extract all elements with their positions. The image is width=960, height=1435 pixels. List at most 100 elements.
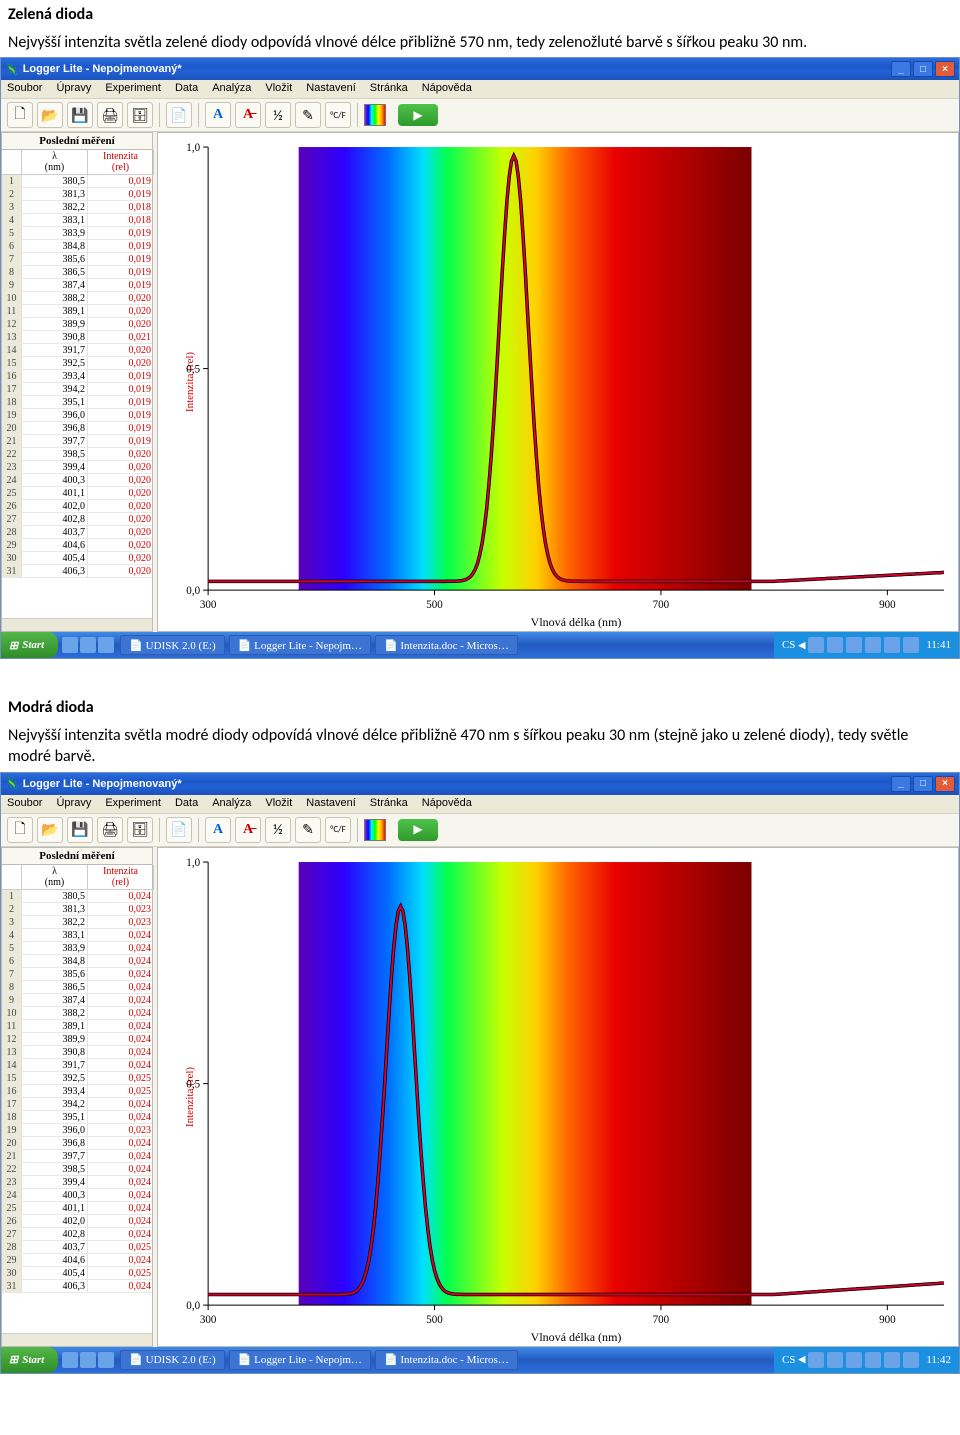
quicklaunch-icon[interactable] xyxy=(98,637,114,653)
section2-desc: Nejvyšší intenzita světla modré diody od… xyxy=(0,721,960,770)
spectrum-icon[interactable] xyxy=(364,819,386,841)
quicklaunch-icon[interactable] xyxy=(80,1352,96,1368)
menu-item[interactable]: Úpravy xyxy=(56,82,91,96)
savecfg-button[interactable]: 🗄 xyxy=(127,817,153,843)
strike-button[interactable]: A̶ xyxy=(235,817,261,843)
menu-item[interactable]: Data xyxy=(175,797,198,811)
play-button[interactable]: ▶ xyxy=(398,104,438,126)
table-row: 28403,70,020 xyxy=(2,526,152,539)
menu-item[interactable]: Úpravy xyxy=(56,797,91,811)
menu-item[interactable]: Data xyxy=(175,82,198,96)
table-row: 4383,10,018 xyxy=(2,214,152,227)
menu-item[interactable]: Experiment xyxy=(105,82,161,96)
quicklaunch-icon[interactable] xyxy=(98,1352,114,1368)
table-row: 9387,40,024 xyxy=(2,994,152,1007)
tray-icon[interactable] xyxy=(846,1352,862,1368)
taskbar: ⊞ Start 📄 UDISK 2.0 (E:)📄 Logger Lite - … xyxy=(1,1347,959,1373)
window-close-button[interactable]: × xyxy=(935,61,955,77)
language-indicator[interactable]: CS xyxy=(782,639,795,651)
tray-icon[interactable] xyxy=(884,1352,900,1368)
menu-item[interactable]: Analýza xyxy=(212,82,251,96)
tray-icon[interactable] xyxy=(808,637,824,653)
page-button[interactable]: 📄 xyxy=(166,102,192,128)
table-row: 10388,20,024 xyxy=(2,1007,152,1020)
new-button[interactable]: 🗋 xyxy=(7,102,33,128)
taskbar-task[interactable]: 📄 Intenzita.doc - Micros… xyxy=(375,1350,518,1370)
menu-item[interactable]: Experiment xyxy=(105,797,161,811)
cf-button[interactable]: °C/F xyxy=(325,102,351,128)
strike-button[interactable]: A̶ xyxy=(235,102,261,128)
menu-item[interactable]: Stránka xyxy=(370,797,408,811)
tray-icon[interactable] xyxy=(903,1352,919,1368)
spectrum-chart-blue: Intenzita (rel) 0,00,51,0300500700900Vln… xyxy=(157,847,959,1347)
table-row: 17394,20,019 xyxy=(2,383,152,396)
tray-icon[interactable] xyxy=(827,637,843,653)
svg-text:900: 900 xyxy=(879,599,896,611)
savecfg-button[interactable]: 🗄 xyxy=(127,102,153,128)
screenshot-green: 🦎 Logger Lite - Nepojmenovaný* _ □ × Sou… xyxy=(0,57,960,659)
menu-item[interactable]: Nápověda xyxy=(422,797,472,811)
tray-icon[interactable] xyxy=(903,637,919,653)
menu-item[interactable]: Soubor xyxy=(7,82,42,96)
quicklaunch-icon[interactable] xyxy=(80,637,96,653)
table-row: 9387,40,019 xyxy=(2,279,152,292)
open-button[interactable]: 📂 xyxy=(37,817,63,843)
pencil-button[interactable]: ✎ xyxy=(295,817,321,843)
fit-button[interactable]: ½ xyxy=(265,817,291,843)
language-indicator[interactable]: CS xyxy=(782,1354,795,1366)
svg-text:700: 700 xyxy=(653,599,670,611)
clock: 11:41 xyxy=(926,639,951,651)
tray-icon[interactable] xyxy=(865,1352,881,1368)
table-row: 3382,20,023 xyxy=(2,916,152,929)
horizontal-scrollbar[interactable] xyxy=(2,1333,152,1346)
spectrum-icon[interactable] xyxy=(364,104,386,126)
menu-item[interactable]: Analýza xyxy=(212,797,251,811)
menu-item[interactable]: Vložit xyxy=(265,797,292,811)
pencil-button[interactable]: ✎ xyxy=(295,102,321,128)
open-button[interactable]: 📂 xyxy=(37,102,63,128)
menu-item[interactable]: Stránka xyxy=(370,82,408,96)
save-button[interactable]: 💾 xyxy=(67,817,93,843)
menu-item[interactable]: Soubor xyxy=(7,797,42,811)
play-button[interactable]: ▶ xyxy=(398,819,438,841)
section2-title: Modrá dioda xyxy=(0,693,960,721)
new-button[interactable]: 🗋 xyxy=(7,817,33,843)
tray-icon[interactable] xyxy=(846,637,862,653)
start-button[interactable]: ⊞ Start xyxy=(1,632,58,658)
tray-icon[interactable] xyxy=(827,1352,843,1368)
window-close-button[interactable]: × xyxy=(935,776,955,792)
save-button[interactable]: 💾 xyxy=(67,102,93,128)
system-tray[interactable]: CS ◀ 11:41 xyxy=(774,632,959,658)
table-row: 6384,80,024 xyxy=(2,955,152,968)
taskbar-task[interactable]: 📄 Logger Lite - Nepojm… xyxy=(229,1350,371,1370)
quicklaunch-icon[interactable] xyxy=(62,1352,78,1368)
window-minimize-button[interactable]: _ xyxy=(891,776,911,792)
table-row: 6384,80,019 xyxy=(2,240,152,253)
menu-item[interactable]: Nastavení xyxy=(306,797,356,811)
menu-item[interactable]: Nápověda xyxy=(422,82,472,96)
print-button[interactable]: 🖨 xyxy=(97,102,123,128)
fit-button[interactable]: ½ xyxy=(265,102,291,128)
menu-item[interactable]: Nastavení xyxy=(306,82,356,96)
system-tray[interactable]: CS ◀ 11:42 xyxy=(774,1347,959,1373)
start-button[interactable]: ⊞ Start xyxy=(1,1347,58,1373)
quicklaunch-icon[interactable] xyxy=(62,637,78,653)
horizontal-scrollbar[interactable] xyxy=(2,618,152,631)
page-button[interactable]: 📄 xyxy=(166,817,192,843)
taskbar-task[interactable]: 📄 UDISK 2.0 (E:) xyxy=(120,635,224,655)
window-maximize-button[interactable]: □ xyxy=(913,61,933,77)
window-maximize-button[interactable]: □ xyxy=(913,776,933,792)
taskbar-task[interactable]: 📄 Logger Lite - Nepojm… xyxy=(229,635,371,655)
print-button[interactable]: 🖨 xyxy=(97,817,123,843)
window-minimize-button[interactable]: _ xyxy=(891,61,911,77)
tray-icon[interactable] xyxy=(808,1352,824,1368)
cf-button[interactable]: °C/F xyxy=(325,817,351,843)
taskbar-task[interactable]: 📄 UDISK 2.0 (E:) xyxy=(120,1350,224,1370)
table-row: 22398,50,020 xyxy=(2,448,152,461)
taskbar-task[interactable]: 📄 Intenzita.doc - Micros… xyxy=(375,635,518,655)
menu-item[interactable]: Vložit xyxy=(265,82,292,96)
tray-icon[interactable] xyxy=(865,637,881,653)
tray-icon[interactable] xyxy=(884,637,900,653)
font-button[interactable]: A xyxy=(205,102,231,128)
font-button[interactable]: A xyxy=(205,817,231,843)
